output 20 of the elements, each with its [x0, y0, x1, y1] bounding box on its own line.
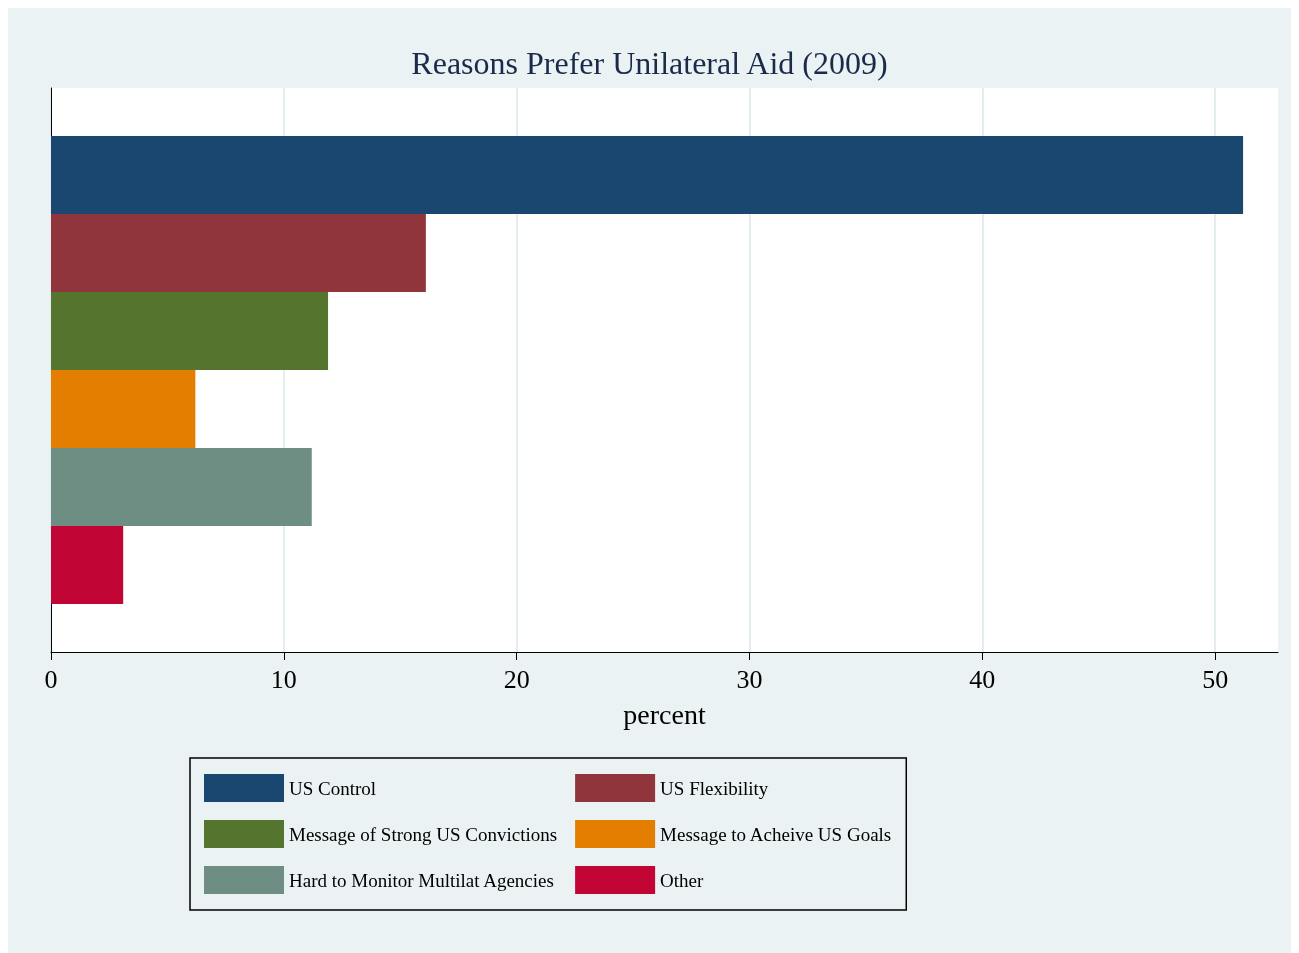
legend-label: US Control [289, 777, 377, 799]
bar [51, 291, 329, 370]
x-tick-label: 40 [969, 664, 996, 694]
legend-label: Hard to Monitor Multilat Agencies [289, 869, 554, 891]
legend-label: Other [660, 869, 705, 891]
bar [51, 370, 196, 449]
x-tick-label: 10 [270, 664, 297, 694]
bar [51, 526, 124, 605]
legend-label: US Flexibility [660, 777, 769, 799]
bar [51, 135, 1244, 214]
x-tick-label: 0 [44, 664, 58, 694]
x-tick-label: 30 [736, 664, 763, 694]
x-tick-label: 50 [1202, 664, 1229, 694]
x-tick-label: 20 [503, 664, 530, 694]
bar [51, 448, 312, 527]
legend-label: Message of Strong US Convictions [289, 823, 558, 845]
x-axis-title: percent [623, 698, 706, 730]
legend-label: Message to Acheive US Goals [660, 823, 892, 845]
bar [51, 213, 426, 292]
chart-title: Reasons Prefer Unilateral Aid (2009) [411, 45, 888, 81]
